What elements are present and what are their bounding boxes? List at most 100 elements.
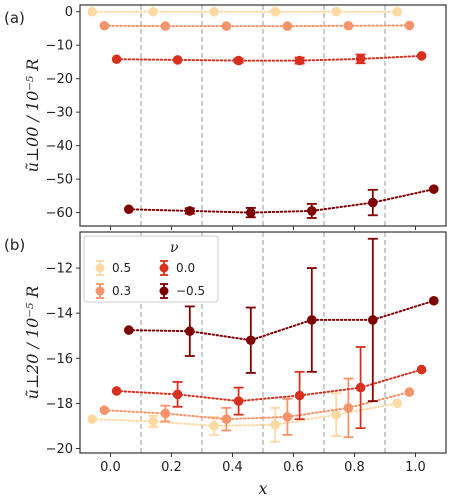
- data-point: [416, 364, 427, 375]
- y-tick-label: −20: [46, 442, 73, 457]
- series-nu-0: [111, 346, 427, 430]
- y-tick-label: −60: [46, 206, 73, 221]
- data-point: [404, 20, 415, 31]
- series-nu-0p5: [87, 6, 403, 17]
- plot-frame: [79, 4, 447, 227]
- data-point: [148, 416, 158, 427]
- data-point: [124, 325, 134, 335]
- data-point: [160, 408, 171, 419]
- data-point: [111, 54, 122, 65]
- data-point: [355, 54, 366, 64]
- data-point: [270, 420, 281, 430]
- data-point: [233, 396, 244, 406]
- data-point: [87, 6, 97, 17]
- x-tick-label: 0.4: [222, 460, 243, 475]
- y-tick-label: −16: [46, 352, 73, 367]
- series-nu-0: [111, 51, 427, 66]
- data-point: [429, 295, 439, 306]
- panel-a: 0 −10 −20 −30 −40 −50 −60 (a) ũ⊥00 / 10⁻⁵ R: [4, 4, 447, 230]
- data-point: [209, 6, 219, 17]
- x-tick-label: 0.2: [161, 460, 182, 475]
- data-point: [307, 206, 317, 216]
- legend-entry-label: −0.5: [176, 284, 205, 298]
- data-point: [246, 335, 256, 346]
- series-nu-0p3: [99, 377, 415, 439]
- data-point: [392, 398, 403, 409]
- data-point: [294, 390, 305, 401]
- y-tick-label: −14: [46, 307, 73, 322]
- data-point: [429, 184, 439, 194]
- data-point: [221, 414, 232, 424]
- series-nu-m0p5: [124, 237, 439, 403]
- data-point: [221, 21, 232, 31]
- legend: ν 0.5 0.0 0.3 −0.5: [83, 235, 219, 303]
- series-line: [127, 188, 435, 214]
- x-tick-label: 0.8: [344, 460, 365, 475]
- data-point: [172, 55, 183, 65]
- legend-box: [83, 235, 219, 303]
- y-axis-label: ũ⊥20 / 10⁻⁵ R: [23, 286, 42, 400]
- data-point: [331, 6, 342, 17]
- legend-marker: [159, 263, 169, 273]
- data-point: [185, 206, 195, 216]
- legend-marker: [95, 263, 105, 273]
- panel-b: −12 −14 −16 −18 −20 0.0 0.2 0.4 0.6 0.8 1.0 (b) ũ⊥20…: [4, 231, 447, 498]
- series-line: [115, 368, 423, 403]
- series-line: [91, 402, 399, 427]
- data-point: [111, 386, 122, 396]
- series-nu-m0p5: [124, 184, 439, 219]
- data-point: [209, 421, 219, 431]
- data-point: [148, 6, 158, 17]
- y-axis-label: ũ⊥00 / 10⁻⁵ R: [23, 59, 42, 173]
- y-tick-label: 0: [65, 5, 73, 20]
- data-point: [270, 6, 281, 17]
- y-tick-label: −50: [46, 173, 73, 188]
- series-line: [127, 299, 435, 342]
- series-line: [115, 54, 423, 62]
- data-point: [355, 382, 366, 393]
- legend-title: ν: [170, 240, 179, 256]
- series-line: [103, 24, 411, 28]
- legend-entry-label: 0.5: [112, 261, 131, 275]
- data-point: [343, 403, 354, 413]
- data-point: [282, 412, 293, 422]
- data-point: [416, 51, 427, 61]
- legend-entry-label: 0.0: [176, 261, 195, 275]
- x-tick-label: 1.0: [405, 460, 426, 475]
- data-point: [282, 21, 293, 31]
- data-point: [185, 326, 195, 337]
- y-tick-label: −12: [46, 262, 73, 277]
- data-point: [368, 197, 378, 208]
- data-point: [124, 204, 134, 215]
- series-nu-0p5: [87, 392, 403, 443]
- data-point: [99, 405, 110, 415]
- data-point: [307, 315, 317, 325]
- panel-label: (a): [4, 9, 25, 27]
- y-tick-label: −18: [46, 397, 73, 412]
- panel-label: (b): [4, 236, 25, 254]
- y-tick-label: −40: [46, 139, 73, 154]
- series-nu-0p3: [99, 20, 415, 31]
- data-point: [172, 389, 183, 400]
- x-tick-label: 0.0: [100, 460, 121, 475]
- series-line: [103, 391, 411, 421]
- data-point: [160, 21, 171, 31]
- data-point: [404, 387, 415, 397]
- x-tick-label: 0.6: [283, 460, 304, 475]
- data-point: [368, 315, 378, 325]
- legend-marker: [95, 286, 105, 296]
- legend-marker: [159, 286, 169, 296]
- data-point: [343, 20, 354, 31]
- y-tick-label: −20: [46, 72, 73, 87]
- data-point: [246, 207, 256, 218]
- plot-frame: [79, 231, 447, 454]
- data-point: [331, 409, 342, 420]
- y-tick-label: −10: [46, 39, 73, 54]
- data-point: [392, 6, 403, 17]
- data-point: [294, 55, 305, 66]
- data-point: [233, 55, 244, 66]
- data-point: [87, 414, 97, 424]
- legend-entry-label: 0.3: [112, 284, 131, 298]
- data-point: [99, 20, 110, 31]
